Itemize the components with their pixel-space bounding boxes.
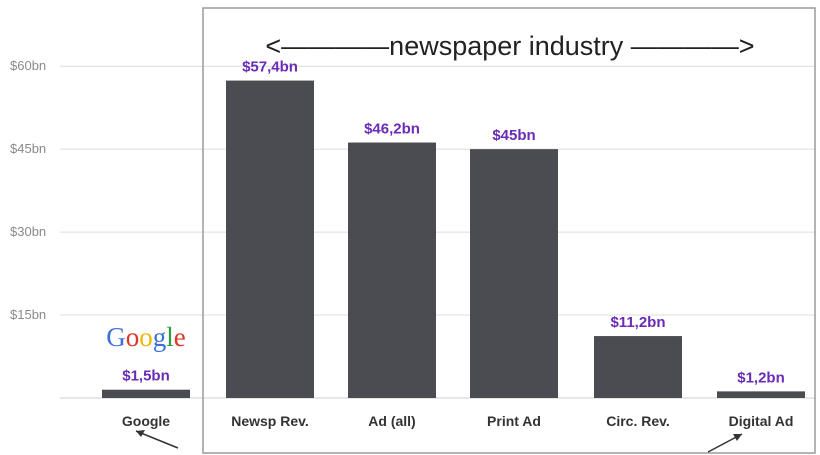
bars <box>102 80 805 398</box>
data-label: $1,2bn <box>737 369 785 386</box>
y-tick-label: $60bn <box>10 58 46 73</box>
bar <box>102 389 190 398</box>
newspaper-industry-annotation: <————newspaper industry ————> <box>265 31 754 61</box>
data-label: $46,2bn <box>364 121 420 138</box>
y-tick-label: $45bn <box>10 141 46 156</box>
arrow-to-google-head <box>136 430 145 437</box>
x-axis-ticks: Google Newsp Rev. Ad (all) Print Ad Circ. Re… <box>122 413 794 429</box>
x-tick-label: Newsp Rev. <box>231 413 309 429</box>
x-tick-label: Google <box>122 413 170 429</box>
arrow-to-google <box>135 430 179 449</box>
y-axis-ticks: $15bn $30bn $45bn $60bn <box>10 58 46 322</box>
x-tick-label: Ad (all) <box>368 413 415 429</box>
bar <box>470 149 558 398</box>
data-label: $11,2bn <box>610 314 665 331</box>
x-tick-label: Digital Ad <box>729 413 794 429</box>
y-tick-label: $15bn <box>10 307 46 322</box>
x-tick-label: Circ. Rev. <box>606 413 670 429</box>
data-labels: $1,5bn $57,4bn $46,2bn $45bn $11,2bn $1,2bn <box>122 59 785 387</box>
bar <box>594 336 682 398</box>
bar <box>348 142 436 398</box>
arrow-to-digital-ad-head <box>733 434 742 441</box>
data-label: $1,5bn <box>122 368 170 385</box>
y-tick-label: $30bn <box>10 224 46 239</box>
newspaper-industry-frame <box>202 7 816 454</box>
data-label: $45bn <box>492 127 535 144</box>
bar <box>226 80 314 398</box>
google-logo: Google <box>106 322 186 352</box>
data-label: $57,4bn <box>242 59 298 76</box>
bar <box>717 391 805 398</box>
x-tick-label: Print Ad <box>487 413 541 429</box>
